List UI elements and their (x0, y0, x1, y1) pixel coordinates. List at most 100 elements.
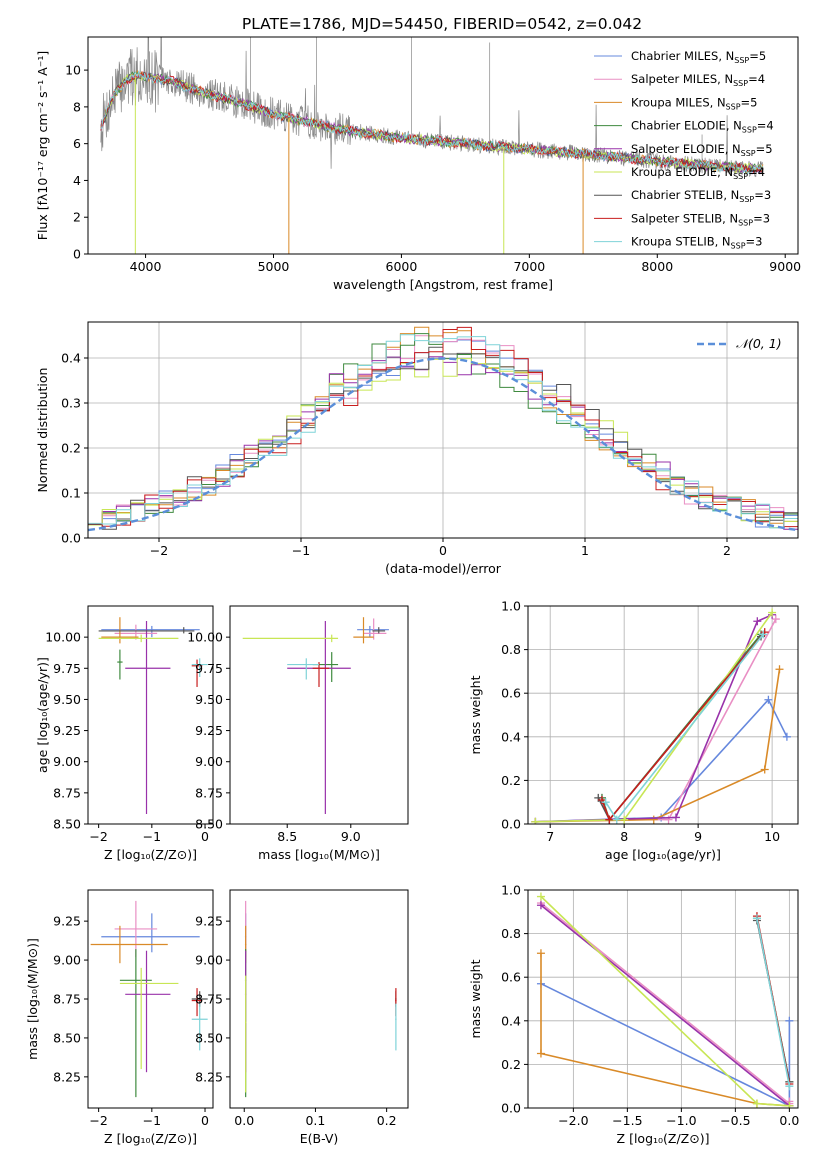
plot-area (531, 608, 791, 824)
normal-reference-curve (88, 357, 796, 532)
legend-base: Chabrier ELODIE, N (631, 119, 742, 133)
legend-sub: SSP (731, 242, 746, 251)
legend-base: Chabrier STELIB, N (631, 188, 739, 202)
weight-vs-age-panel: 7 8 9 10 0.0 0.2 0.4 0.6 0.8 1.0 age [log₁₀(age/yr… (468, 599, 799, 862)
axes-border (229, 889, 409, 1109)
axes-border (87, 605, 214, 825)
legend-label: Salpeter ELODIE, NSSP=5 (631, 142, 773, 158)
plot-area (88, 326, 798, 532)
y-tick-label: 0.8 (501, 926, 521, 941)
legend-label: Salpeter MILES, NSSP=4 (631, 72, 765, 88)
y-tick-label: 10.00 (45, 630, 81, 645)
y-tick-label: 4 (73, 173, 81, 188)
y-tick-label: 9.25 (195, 914, 223, 929)
legend-sub: SSP (739, 195, 754, 204)
x-tick-label: −0.5 (720, 1113, 750, 1128)
y-axis-label: mass weight (468, 675, 483, 754)
residual-histogram (88, 358, 798, 529)
weight-vs-metallicity-panel: −2.0 −1.5 −1.0 −0.5 0.0 0.0 0.2 0.4 0.6 0.8 1.0 Z [… (468, 883, 799, 1147)
y-tick-label: 0.2 (61, 441, 81, 456)
x-tick-label: 8000 (641, 259, 673, 274)
x-axis-label: E(B-V) (300, 1131, 339, 1146)
y-tick-label: 9.25 (53, 914, 81, 929)
x-tick-label: 6000 (386, 259, 418, 274)
y-tick-label: 8.25 (53, 1069, 81, 1084)
axes-frame: 4000 5000 6000 7000 8000 9000 0 2 4 6 8 10 wavelengt… (35, 36, 801, 292)
y-tick-label: 10.00 (187, 630, 223, 645)
x-tick-label: 1 (581, 543, 589, 558)
legend-label: Kroupa ELODIE, NSSP=4 (631, 165, 765, 181)
x-tick-label: 0.1 (305, 1113, 325, 1128)
weight-line (535, 669, 781, 823)
weight-marker (775, 665, 784, 674)
model-spectrum-line (100, 71, 764, 175)
weight-marker (760, 765, 769, 774)
legend-sub: SSP (733, 79, 748, 88)
axes-frame: 0.0 0.1 0.2 8.25 8.50 8.75 9.00 9.25 E(B-V) (195, 889, 409, 1146)
axes-border (527, 889, 799, 1109)
y-tick-label: 9.00 (53, 953, 81, 968)
legend-label: Chabrier MILES, NSSP=5 (631, 49, 766, 65)
x-tick-label: 7 (546, 829, 554, 844)
age-vs-metallicity-panel: −2 −1 0 8.50 8.75 9.00 9.25 9.50 9.75 10.00 Z [log… (35, 605, 214, 862)
axes-border (229, 605, 409, 825)
weight-marker (671, 813, 680, 822)
x-axis-label: mass [log₁₀(M/M⊙)] (258, 847, 380, 862)
legend-n: =5 (756, 142, 773, 156)
y-tick-label: 0.6 (501, 970, 521, 985)
weight-marker (752, 914, 761, 923)
legend-base: Kroupa MILES, N (631, 95, 726, 109)
y-tick-label: 0.4 (501, 1013, 521, 1028)
legend-n: =4 (748, 165, 765, 179)
y-tick-label: 8.50 (53, 1030, 81, 1045)
x-axis-label: Z [log₁₀(Z/Z⊙)] (617, 1131, 710, 1146)
weight-line (540, 982, 791, 1108)
legend-sub: SSP (733, 172, 748, 181)
x-axis-label: age [log₁₀(age/yr)] (605, 847, 721, 862)
y-tick-label: 1.0 (501, 599, 521, 614)
y-tick-label: 9.00 (195, 754, 223, 769)
weight-marker (531, 817, 540, 824)
weight-marker (601, 798, 610, 807)
x-tick-label: 10 (764, 829, 780, 844)
axes-frame: −2 −1 0 8.25 8.50 8.75 9.00 9.25 Z [log₁₀(Z/Z⊙)]… (25, 889, 214, 1146)
plot-area (100, 37, 764, 254)
weight-marker (536, 949, 545, 958)
y-tick-label: 0.4 (501, 729, 521, 744)
plot-area (244, 900, 397, 1098)
weight-marker (771, 615, 780, 624)
y-tick-label: 0.6 (501, 686, 521, 701)
x-tick-label: 8.5 (277, 829, 297, 844)
weight-marker (785, 1101, 794, 1108)
figure-title: PLATE=1786, MJD=54450, FIBERID=0542, z=0… (242, 15, 642, 33)
y-axis-label: Normed distribution (35, 368, 50, 493)
y-tick-label: 0.0 (501, 817, 521, 832)
legend-base: Salpeter MILES, N (631, 72, 733, 86)
y-tick-label: 2 (73, 210, 81, 225)
y-axis-label: Flux [fλ10⁻¹⁷ erg cm⁻² s⁻¹ A⁻¹] (35, 51, 50, 240)
x-axis-label: Z [log₁₀(Z/Z⊙)] (104, 847, 197, 862)
weight-marker (782, 732, 791, 741)
y-tick-label: 8.25 (195, 1069, 223, 1084)
legend-n: =4 (757, 119, 774, 133)
x-tick-label: 0.2 (377, 1113, 397, 1128)
plot-area (90, 900, 208, 1098)
y-axis-label: age [log₁₀(age/yr)] (35, 657, 50, 773)
y-tick-label: 0.0 (501, 1101, 521, 1116)
legend-base: Kroupa STELIB, N (631, 235, 731, 249)
weight-line (535, 698, 788, 823)
y-tick-label: 8.50 (195, 817, 223, 832)
spectrum-panel: 4000 5000 6000 7000 8000 9000 0 2 4 6 8 10 wavelengt… (35, 36, 801, 292)
x-tick-label: 0 (201, 1113, 209, 1128)
x-tick-label: 9000 (769, 259, 801, 274)
x-tick-label: −2 (150, 543, 168, 558)
axes-border (527, 605, 799, 825)
y-tick-label: 8 (73, 99, 81, 114)
weight-marker (605, 815, 614, 824)
weight-marker (536, 1049, 545, 1058)
legend-n: =5 (741, 95, 758, 109)
weight-marker (759, 630, 768, 639)
y-tick-label: 9.25 (53, 723, 81, 738)
legend-label: Kroupa STELIB, NSSP=3 (631, 235, 762, 251)
